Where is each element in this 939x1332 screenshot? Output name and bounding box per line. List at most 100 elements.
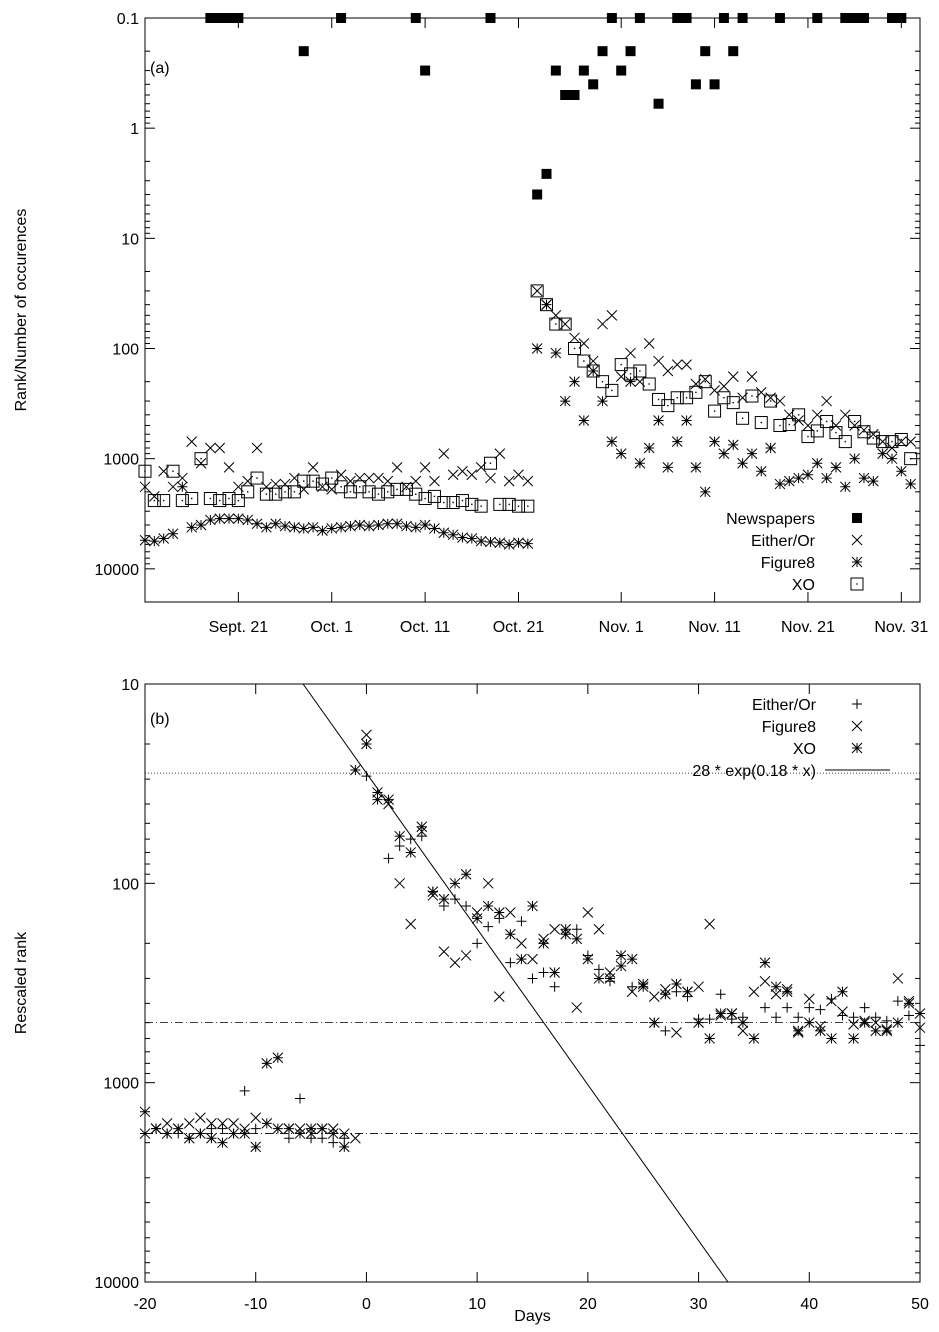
panel-a-point-figure8 xyxy=(466,533,478,544)
panel-b-point-xo xyxy=(815,1025,826,1037)
panel-a-point-either-or xyxy=(653,355,664,367)
panel-a-point-figure8 xyxy=(839,481,851,493)
panel-a-point-figure8 xyxy=(223,513,235,524)
panel-b-point-xo xyxy=(571,933,583,945)
panel-a-point-xo xyxy=(586,364,600,378)
panel-b-x-tick-label-30: 30 xyxy=(690,1296,708,1313)
panel-a-ticks: 0.1 1 10 100 1000 10000 Sept. 21 Oct. 1 Oct. 11 O… xyxy=(95,11,929,636)
panel-a-point-figure8 xyxy=(643,442,655,454)
panel-b-legend-marker-xo xyxy=(851,742,863,754)
panel-a-point-figure8 xyxy=(429,523,440,534)
panel-b-y-tick-label-1000: 1000 xyxy=(103,1076,139,1093)
panel-a-point-figure8 xyxy=(662,462,674,473)
panel-a: 0.1 1 10 100 1000 10000 Sept. 21 Oct. 1 Oct. 11 O… xyxy=(13,11,928,636)
panel-b-legend-label-fit: 28 * exp(0.18 * x) xyxy=(692,763,816,780)
panel-b-point-xo xyxy=(161,1128,173,1139)
panel-a-point-xo xyxy=(203,492,217,506)
panel-b-point-figure8 xyxy=(770,988,782,1000)
panel-b-point-xo xyxy=(195,1128,206,1139)
panel-a-point-xo xyxy=(483,456,497,470)
panel-a-point-either-or xyxy=(307,462,319,473)
panel-a-point-xo xyxy=(465,497,479,511)
panel-a-point-xo xyxy=(633,364,647,378)
panel-b-legend-label-xo: XO xyxy=(793,741,816,758)
panel-a-point-xo xyxy=(325,471,339,485)
panel-a-point-either-or xyxy=(447,469,459,481)
panel-a-point-xo xyxy=(745,389,759,403)
panel-b-point-xo xyxy=(405,847,417,858)
panel-b-point-figure8 xyxy=(582,907,594,918)
panel-b-point-either-or xyxy=(815,1004,826,1015)
panel-a-point-figure8 xyxy=(699,486,711,498)
panel-b-point-xo xyxy=(471,913,483,924)
panel-b-point-figure8 xyxy=(183,1117,195,1129)
panel-a-point-xo xyxy=(213,494,227,508)
panel-b-point-figure8 xyxy=(405,918,417,930)
panel-b-point-xo xyxy=(449,877,461,889)
panel-a-point-newspapers xyxy=(700,46,711,57)
panel-a-point-either-or xyxy=(391,462,403,473)
panel-a-point-figure8 xyxy=(513,537,524,549)
panel-a-y-tick-label-10: 10 xyxy=(121,231,139,248)
panel-b-point-either-or xyxy=(538,967,549,978)
panel-b-point-xo xyxy=(693,1017,704,1029)
panel-a-point-figure8 xyxy=(877,448,889,459)
panel-a-point-xo xyxy=(596,375,610,389)
panel-b-point-figure8 xyxy=(261,1117,273,1129)
panel-a-point-newspapers xyxy=(709,79,720,90)
panel-a-point-xo xyxy=(540,298,554,312)
panel-b-point-figure8 xyxy=(748,986,760,998)
panel-a-series-figure8 xyxy=(139,299,917,550)
panel-a-point-newspapers xyxy=(298,46,309,57)
panel-b-point-either-or xyxy=(715,989,726,1000)
panel-b-point-figure8 xyxy=(206,1117,217,1129)
panel-b-point-xo xyxy=(294,1128,306,1139)
panel-a-point-either-or xyxy=(438,448,450,459)
panel-a-legend-label-newspapers: Newspapers xyxy=(726,511,815,528)
panel-a-legend-label-figure8: Figure8 xyxy=(761,555,815,572)
panel-b-point-either-or xyxy=(848,1012,859,1023)
panel-b-point-xo xyxy=(305,1123,317,1134)
panel-b-reference-lines xyxy=(145,772,920,1134)
panel-a-point-xo xyxy=(764,394,778,408)
panel-b-point-xo xyxy=(615,950,627,961)
panel-b-point-either-or xyxy=(892,996,903,1007)
panel-b-x-axis-title: Days xyxy=(514,1308,550,1325)
panel-a-point-figure8 xyxy=(233,513,244,524)
panel-b-point-xo xyxy=(327,1128,339,1139)
panel-a-point-figure8 xyxy=(363,520,375,532)
panel-a-point-either-or xyxy=(167,481,179,493)
panel-a-point-xo xyxy=(708,404,722,418)
panel-a-point-xo xyxy=(222,492,236,506)
panel-a-point-xo xyxy=(157,494,171,508)
panel-a-point-figure8 xyxy=(270,518,282,530)
panel-b-point-either-or xyxy=(903,1010,914,1021)
panel-a-point-xo xyxy=(866,431,880,445)
panel-b-point-xo xyxy=(759,957,771,969)
panel-b-point-xo xyxy=(372,787,383,798)
panel-a-point-figure8 xyxy=(373,519,384,531)
panel-a-point-figure8 xyxy=(485,536,496,548)
panel-a-point-figure8 xyxy=(205,514,216,526)
panel-a-point-figure8 xyxy=(158,533,170,544)
panel-b-point-either-or xyxy=(826,993,837,1004)
panel-a-point-xo xyxy=(269,487,283,501)
panel-b-point-figure8 xyxy=(460,950,472,961)
panel-a-point-figure8 xyxy=(625,376,636,388)
panel-a-point-figure8 xyxy=(727,439,739,451)
panel-a-point-figure8 xyxy=(522,538,534,549)
panel-a-point-xo xyxy=(754,416,768,430)
panel-a-point-newspapers xyxy=(588,79,599,90)
panel-a-point-either-or xyxy=(205,442,216,454)
panel-a-point-either-or xyxy=(223,462,235,473)
panel-a-point-xo xyxy=(624,367,638,381)
panel-b-point-either-or xyxy=(239,1085,250,1096)
panel-a-point-xo xyxy=(437,496,451,510)
panel-a-point-either-or xyxy=(821,395,832,407)
panel-b-point-either-or xyxy=(416,831,427,842)
panel-a-point-xo xyxy=(568,342,582,356)
panel-a-point-xo xyxy=(334,480,348,494)
panel-a-point-xo xyxy=(502,497,516,511)
panel-a-point-figure8 xyxy=(886,453,898,465)
panel-a-point-newspapers xyxy=(420,65,431,76)
